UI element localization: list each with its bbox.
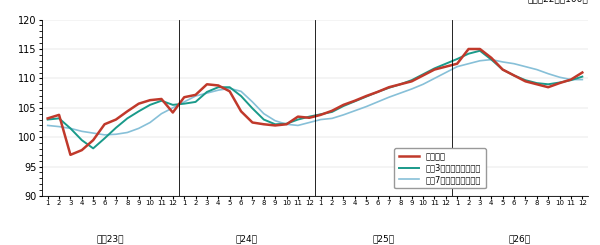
Text: 年24年: 年24年 bbox=[236, 235, 258, 244]
Text: （平成22年＝100）: （平成22年＝100） bbox=[527, 0, 588, 3]
Text: 平成23年: 平成23年 bbox=[97, 235, 124, 244]
Legend: 一致指数, 同・3ヶ月後方移動平均, 同・7ヶ月後方移動平均: 一致指数, 同・3ヶ月後方移動平均, 同・7ヶ月後方移動平均 bbox=[394, 148, 485, 188]
Text: 年26年: 年26年 bbox=[509, 235, 531, 244]
Text: 年25年: 年25年 bbox=[372, 235, 394, 244]
